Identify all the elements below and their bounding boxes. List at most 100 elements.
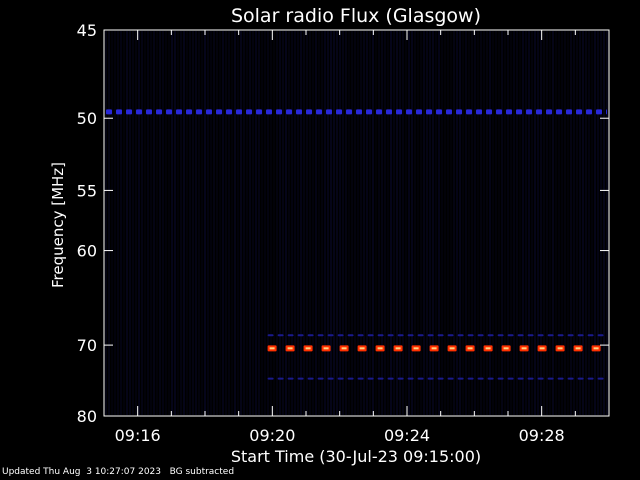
texture-streak (312, 31, 314, 415)
texture-streak (582, 31, 584, 415)
texture-streak (330, 31, 332, 415)
texture-streak (243, 31, 245, 415)
texture-streak (219, 31, 221, 415)
band-segment (136, 109, 142, 115)
texture-streak (579, 31, 581, 415)
band-segment (347, 377, 354, 380)
texture-streak (123, 31, 125, 415)
band-segment (467, 377, 474, 380)
texture-streak (144, 31, 146, 415)
band-segment (296, 109, 302, 115)
x-axis: 09:16 09:20 09:24 09:28 (103, 30, 610, 445)
texture-streak (600, 31, 602, 415)
band-segment (347, 334, 354, 337)
band-segment (566, 109, 572, 115)
texture-streak (321, 31, 323, 415)
texture-streak (234, 31, 236, 415)
texture-streak (120, 31, 122, 415)
texture-streak (315, 31, 317, 415)
band-segment (556, 109, 562, 115)
texture-streak (192, 31, 194, 415)
texture-streak (462, 31, 464, 415)
band-segment (416, 109, 422, 115)
x-tick-label: 09:20 (249, 426, 295, 445)
texture-streak (378, 31, 380, 415)
texture-streak (111, 31, 113, 415)
texture-streak (510, 31, 512, 415)
band-segment (476, 109, 482, 115)
plot-frame (103, 29, 610, 417)
texture-streak (162, 31, 164, 415)
texture-streak (309, 31, 311, 415)
band-segment (537, 377, 544, 380)
texture-streak (516, 31, 518, 415)
band-segment (446, 109, 452, 115)
texture-streak (225, 31, 227, 415)
band-segment (387, 377, 394, 380)
band-segment (507, 377, 514, 380)
band-segment (477, 377, 484, 380)
texture-streak (447, 31, 449, 415)
band-core (269, 347, 275, 350)
y-tick-label: 80 (77, 407, 97, 426)
texture-streak (420, 31, 422, 415)
band-segment (437, 377, 444, 380)
texture-streak (441, 31, 443, 415)
texture-streak (459, 31, 461, 415)
texture-streak (186, 31, 188, 415)
texture-streak (588, 31, 590, 415)
texture-streak (153, 31, 155, 415)
texture-streak (393, 31, 395, 415)
band-segment (307, 377, 314, 380)
band-segment (316, 109, 322, 115)
band-segment (267, 334, 274, 337)
texture-streak (132, 31, 134, 415)
emission-bands (106, 109, 607, 380)
band-segment (427, 377, 434, 380)
band-segment (597, 377, 604, 380)
band-segment (517, 334, 524, 337)
band-segment (196, 109, 202, 115)
band-segment (376, 109, 382, 115)
band-segment (366, 109, 372, 115)
band-segment (106, 109, 112, 115)
texture-streak (189, 31, 191, 415)
band-core (575, 347, 581, 350)
band-segment (547, 334, 554, 337)
band-segment (246, 109, 252, 115)
band-segment (516, 109, 522, 115)
band-segment (447, 334, 454, 337)
band-segment (346, 109, 352, 115)
band-segment (377, 377, 384, 380)
texture-streak (231, 31, 233, 415)
band-segment (226, 109, 232, 115)
chart-title: Solar radio Flux (Glasgow) (231, 5, 481, 27)
texture-streak (288, 31, 290, 415)
texture-streak (519, 31, 521, 415)
texture-streak (165, 31, 167, 415)
band-segment (527, 334, 534, 337)
texture-streak (138, 31, 140, 415)
texture-streak (387, 31, 389, 415)
band-segment (326, 109, 332, 115)
texture-streak (114, 31, 116, 415)
texture-streak (252, 31, 254, 415)
band-segment (427, 334, 434, 337)
band-segment (467, 334, 474, 337)
band-segment (407, 334, 414, 337)
texture-streak (285, 31, 287, 415)
band-segment (457, 334, 464, 337)
texture-streak (522, 31, 524, 415)
texture-streak (333, 31, 335, 415)
band-segment (357, 377, 364, 380)
band-segment (546, 109, 552, 115)
texture-streak (255, 31, 257, 415)
band-segment (287, 377, 294, 380)
band-segment (297, 377, 304, 380)
band-segment (367, 334, 374, 337)
band-core (341, 347, 347, 350)
texture-streak (381, 31, 383, 415)
y-tick-label: 50 (77, 109, 97, 128)
band-segment (456, 109, 462, 115)
